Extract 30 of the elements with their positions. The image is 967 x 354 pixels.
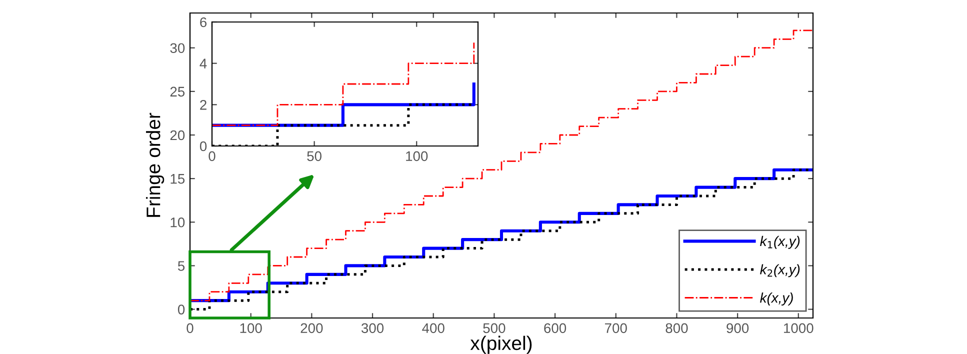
legend-label: k(x,y) <box>760 292 793 306</box>
x-tick-label: 400 <box>422 323 444 334</box>
x-tick-label: 700 <box>605 323 627 334</box>
y-tick-label: 15 <box>170 174 185 184</box>
legend-label: k$_{2}$(x,y) <box>760 264 800 278</box>
y-tick-label: 25 <box>170 86 185 97</box>
y-tick-label: 0 <box>178 304 185 314</box>
y-tick-label: 10 <box>170 217 185 228</box>
y-tick-label: 4 <box>200 58 207 68</box>
x-tick-label: 0 <box>208 151 216 162</box>
y-tick-label: 30 <box>170 43 185 54</box>
x-tick-label: 100 <box>240 323 262 334</box>
y-tick-label: 20 <box>170 130 185 140</box>
x-tick-label: 500 <box>483 323 506 334</box>
x-tick-label: 100 <box>406 151 428 162</box>
x-tick-label: 900 <box>726 323 749 334</box>
y-tick-label: 0 <box>200 141 207 152</box>
x-tick-label: 50 <box>307 151 322 162</box>
y-tick-label: 2 <box>200 100 206 110</box>
x-tick-label: 300 <box>361 323 384 334</box>
x-tick-label: 200 <box>300 323 323 334</box>
legend-label: k$_{1}$(x,y) <box>760 236 800 249</box>
x-tick-label: 800 <box>666 323 688 334</box>
y-tick-label: 5 <box>178 261 185 271</box>
x-tick-label: 600 <box>544 323 566 334</box>
x-axis-title: x(pixel) <box>470 336 532 354</box>
y-tick-label: 6 <box>200 17 207 28</box>
x-tick-label: 0 <box>186 323 194 334</box>
x-tick-label: 1000 <box>784 323 814 334</box>
y-axis-title: Fringe order <box>146 112 164 217</box>
